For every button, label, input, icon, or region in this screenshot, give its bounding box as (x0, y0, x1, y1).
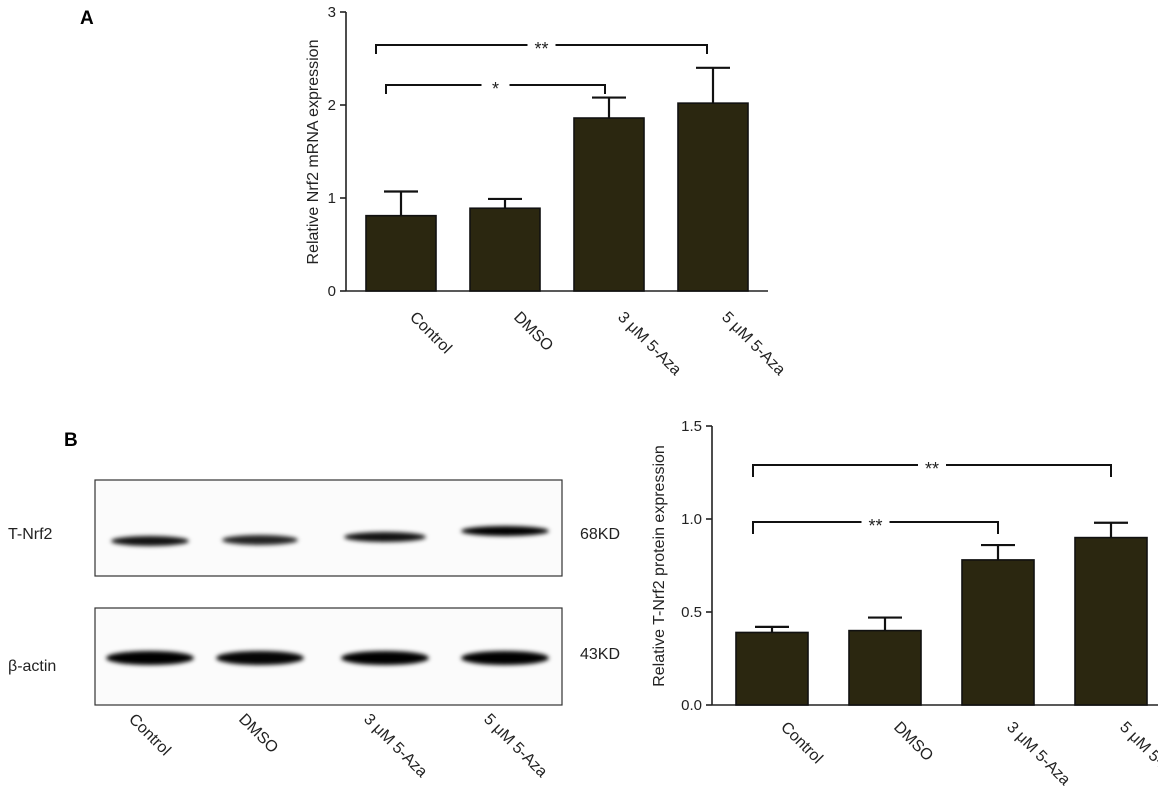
blot-lane-label: Control (125, 711, 173, 759)
chart-a-significance-gap (527, 37, 556, 51)
blot-band-actin (106, 651, 194, 665)
chart-b-category-label: 5 μM 5-Aza (1116, 719, 1158, 789)
chart-a: Relative Nrf2 mRNA expression 0 1 2 3 Contro… (305, 4, 788, 379)
chart-a-category-label: 3 μM 5-Aza (614, 309, 684, 379)
chart-b-significance-gap (861, 514, 890, 528)
chart-a-bar (677, 102, 749, 292)
panel-letter-b: B (64, 430, 78, 451)
chart-a-ytick-label: 2 (328, 97, 336, 114)
blot-lane-label: 3 μM 5-Aza (360, 711, 430, 781)
blot-bands (106, 526, 549, 665)
blot-lane-label: 5 μM 5-Aza (480, 711, 550, 781)
chart-a-ytick-label: 0 (328, 283, 336, 300)
chart-a-ylabel: Relative Nrf2 mRNA expression (305, 40, 322, 265)
chart-b-ytick-label: 0.0 (681, 697, 702, 714)
chart-b-ytick-label: 1.5 (681, 418, 702, 435)
chart-a-ytick-label: 3 (328, 4, 336, 21)
blot-band-nrf2 (344, 532, 426, 542)
blot-band-actin (216, 651, 304, 665)
chart-b-bar (1074, 536, 1148, 706)
blot-protein-nrf2: T-Nrf2 (8, 526, 53, 543)
blot-band-nrf2 (461, 526, 549, 536)
blot-band-actin (461, 651, 549, 665)
chart-a-bar (365, 214, 437, 292)
western-blot: T-Nrf2 β-actin 68KD 43KD Control DMSO 3 μM… (8, 479, 620, 781)
chart-b-significance-label: ** (925, 459, 939, 479)
chart-a-ytick-label: 1 (328, 190, 336, 207)
blot-lane-labels: Control DMSO 3 μM 5-Aza 5 μM 5-Aza (125, 711, 550, 781)
chart-b-bar (961, 559, 1035, 706)
chart-b-category-label: 3 μM 5-Aza (1003, 719, 1073, 789)
blot-band-nrf2 (222, 535, 298, 545)
chart-b-ytick-label: 0.5 (681, 604, 702, 621)
chart-a-significance-label: ** (534, 39, 548, 59)
chart-a-significance-gap (481, 77, 510, 91)
chart-b-ytick-label: 1.0 (681, 511, 702, 528)
chart-b-category-label: DMSO (890, 719, 936, 765)
blot-band-actin (341, 651, 429, 665)
chart-b-category-label: Control (777, 719, 825, 767)
chart-b-bar (735, 631, 809, 706)
blot-size-actin: 43KD (580, 646, 620, 663)
chart-b-ylabel: Relative T-Nrf2 protein expression (651, 445, 668, 687)
chart-a-significance-label: * (492, 79, 499, 99)
blot-band-nrf2 (111, 536, 189, 546)
chart-a-category-label: DMSO (510, 309, 556, 355)
chart-a-category-label: 5 μM 5-Aza (718, 309, 788, 379)
chart-a-category-label: Control (406, 309, 454, 357)
chart-b-significance-label: ** (868, 516, 882, 536)
chart-a-bar (573, 117, 645, 292)
chart-a-bar (469, 207, 541, 292)
blot-protein-actin: β-actin (8, 658, 56, 675)
blot-lane-label: DMSO (235, 711, 281, 757)
panel-letter-a: A (80, 8, 94, 29)
chart-b-significance-gap (918, 457, 946, 471)
blot-size-nrf2: 68KD (580, 526, 620, 543)
chart-b: Relative T-Nrf2 protein expression 0.0 0.… (651, 418, 1158, 789)
chart-b-bar (848, 629, 922, 706)
